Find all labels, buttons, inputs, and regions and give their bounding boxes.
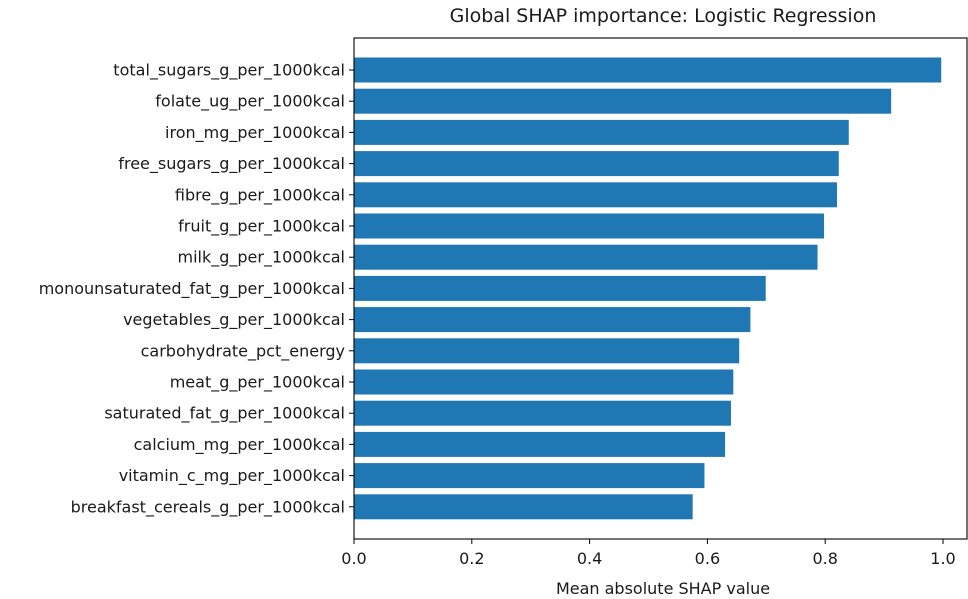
bar-free-sugars-g-per-1000kcal — [354, 151, 839, 177]
plot-frame — [353, 37, 968, 540]
x-tick-label: 0.8 — [812, 549, 837, 568]
x-tick-label: 0.0 — [341, 549, 366, 568]
y-tick-label: free_sugars_g_per_1000kcal — [118, 154, 345, 174]
y-tick-label: fibre_g_per_1000kcal — [175, 185, 345, 205]
x-tick-label: 0.4 — [577, 549, 602, 568]
y-tick-label: monounsaturated_fat_g_per_1000kcal — [39, 279, 345, 299]
y-tick-label: saturated_fat_g_per_1000kcal — [104, 404, 345, 424]
bars-layer — [354, 57, 942, 520]
bar-vegetables-g-per-1000kcal — [354, 307, 751, 333]
x-axis-label: Mean absolute SHAP value — [556, 579, 770, 598]
y-tick-label: vegetables_g_per_1000kcal — [123, 310, 345, 330]
y-tick-labels: total_sugars_g_per_1000kcal folate_ug_per… — [39, 61, 354, 517]
bar-total-sugars-g-per-1000kcal — [354, 57, 942, 83]
y-tick-label: total_sugars_g_per_1000kcal — [113, 61, 345, 81]
bar-breakfast-cereals-g-per-1000kcal — [354, 494, 693, 520]
bar-fibre-g-per-1000kcal — [354, 182, 837, 208]
x-tick-label: 0.6 — [695, 549, 720, 568]
bar-fruit-g-per-1000kcal — [354, 213, 825, 239]
x-tick-label: 1.0 — [930, 549, 955, 568]
bar-vitamin-c-mg-per-1000kcal — [354, 463, 705, 489]
y-tick-label: milk_g_per_1000kcal — [177, 248, 345, 268]
y-tick-label: breakfast_cereals_g_per_1000kcal — [71, 497, 345, 517]
y-tick-label: calcium_mg_per_1000kcal — [134, 435, 345, 455]
bar-monounsaturated-fat-g-per-1000kcal — [354, 275, 766, 301]
y-tick-label: meat_g_per_1000kcal — [170, 373, 345, 393]
chart-title: Global SHAP importance: Logistic Regress… — [450, 5, 877, 27]
y-tick-label: vitamin_c_mg_per_1000kcal — [119, 466, 345, 486]
x-ticks: 0.0 0.2 0.4 0.6 0.8 1.0 — [341, 539, 956, 568]
bar-folate-ug-per-1000kcal — [354, 88, 892, 114]
x-tick-label: 0.2 — [459, 549, 484, 568]
bar-calcium-mg-per-1000kcal — [354, 431, 726, 457]
bar-milk-g-per-1000kcal — [354, 244, 818, 270]
y-tick-label: fruit_g_per_1000kcal — [178, 217, 345, 237]
bar-carbohydrate-pct-energy — [354, 338, 740, 364]
bar-saturated-fat-g-per-1000kcal — [354, 400, 731, 426]
bar-iron-mg-per-1000kcal — [354, 119, 849, 145]
y-tick-label: iron_mg_per_1000kcal — [165, 123, 345, 143]
y-tick-label: folate_ug_per_1000kcal — [155, 92, 345, 112]
bar-meat-g-per-1000kcal — [354, 369, 734, 395]
y-tick-label: carbohydrate_pct_energy — [141, 341, 345, 361]
